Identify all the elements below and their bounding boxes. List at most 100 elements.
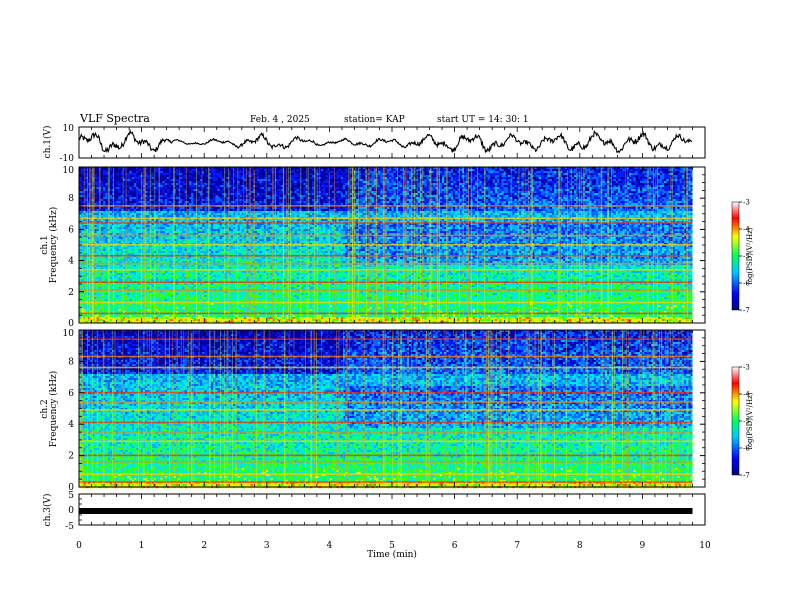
spectrogram-cell: [138, 261, 141, 264]
spectrogram-cell: [217, 169, 220, 172]
spectrogram-cell: [134, 309, 137, 312]
spectrogram-cell: [85, 315, 88, 318]
spectrogram-cell: [98, 321, 102, 324]
spectrogram-cell: [186, 285, 190, 288]
spectrogram-cell: [191, 185, 194, 188]
spectrogram-cell: [109, 175, 113, 178]
spectrogram-cell: [112, 303, 115, 306]
spectrogram-cell: [92, 169, 95, 172]
spectrogram-cell: [164, 239, 168, 242]
spectrogram-cell: [92, 207, 95, 210]
spectrogram-cell: [131, 307, 135, 310]
spectrogram-cell: [138, 241, 141, 244]
spectrogram-cell: [125, 173, 128, 176]
spectrogram-cell: [112, 311, 115, 314]
spectrogram-cell: [114, 177, 117, 180]
spectrogram-cell: [105, 239, 108, 242]
spectrogram-cell: [215, 225, 218, 228]
spectrogram-cell: [129, 211, 132, 214]
spectrogram-cell: [134, 199, 137, 202]
spectrogram-cell: [202, 315, 205, 318]
spectrogram-cell: [140, 171, 143, 174]
spectrogram-cell: [197, 239, 201, 242]
spectrogram-cell: [134, 195, 137, 198]
spectrogram-cell: [186, 259, 190, 262]
spectrogram-cell: [134, 273, 137, 276]
spectrogram-cell: [125, 295, 128, 298]
spectrogram-cell: [114, 279, 117, 282]
spectrogram-cell: [180, 247, 183, 250]
spectrogram-cell: [180, 303, 183, 306]
spectrogram-cell: [193, 215, 196, 218]
spectrogram-cell: [162, 247, 165, 250]
spectrogram-cell: [87, 317, 91, 320]
spectrogram-cell: [107, 311, 110, 314]
spectrogram-cell: [213, 241, 216, 244]
spectrogram-cell: [85, 179, 88, 182]
spectrogram-cell: [147, 317, 150, 320]
spectrogram-cell: [189, 185, 192, 188]
spectrogram-cell: [90, 213, 93, 216]
spectrogram-cell: [134, 253, 137, 256]
spectrogram-cell: [180, 251, 183, 254]
spectrogram-cell: [182, 293, 185, 296]
spectrogram-cell: [81, 265, 84, 268]
spectrogram-cell: [112, 321, 115, 324]
spectrogram-cell: [79, 253, 82, 256]
spectrogram-cell: [96, 287, 99, 290]
spectrogram-cell: [118, 187, 121, 190]
spectrogram-cell: [127, 305, 130, 308]
spectrogram-cell: [136, 285, 139, 288]
spectrogram-cell: [85, 257, 88, 260]
spectrogram-cell: [120, 203, 124, 206]
spectrogram-cell: [138, 321, 141, 324]
spectrogram-cell: [125, 191, 128, 194]
spectrogram-cell: [186, 283, 190, 286]
spectrogram-cell: [191, 251, 194, 254]
spectrogram-cell: [127, 311, 130, 314]
spectrogram-cell: [114, 185, 117, 188]
spectrogram-cell: [114, 321, 117, 324]
spectrogram-cell: [140, 305, 143, 308]
spectrogram-cell: [202, 211, 205, 214]
spectrogram-cell: [79, 319, 82, 322]
spectrogram-cell: [96, 285, 99, 288]
spectrogram-cell: [147, 253, 150, 256]
spectrogram-cell: [114, 183, 117, 186]
spectrogram-cell: [175, 259, 179, 262]
spectrogram-cell: [204, 257, 207, 260]
spectrogram-cell: [112, 291, 115, 294]
spectrogram-cell: [83, 297, 86, 300]
spectrogram-cell: [191, 237, 194, 240]
spectrogram-cell: [112, 297, 115, 300]
spectrogram-cell: [114, 193, 117, 196]
spectrogram-cell: [120, 187, 124, 190]
spectrogram-cell: [193, 239, 196, 242]
spectrogram-cell: [189, 237, 192, 240]
spectrogram-cell: [131, 247, 135, 250]
spectrogram-cell: [186, 251, 190, 254]
spectrogram-cell: [83, 321, 86, 324]
spectrogram-cell: [138, 257, 141, 260]
spectrogram-cell: [131, 303, 135, 306]
spectrogram-cell: [96, 227, 99, 230]
spectrogram-cell: [197, 251, 201, 254]
spectrogram-cell: [147, 285, 150, 288]
spectrogram-cell: [83, 167, 86, 170]
spectrogram-cell: [90, 175, 93, 178]
spectrogram-cell: [79, 311, 82, 314]
spectrogram-cell: [164, 259, 168, 262]
spectrogram-cell: [193, 237, 196, 240]
spectrogram-cell: [109, 273, 113, 276]
spectrogram-cell: [160, 175, 163, 178]
spectrogram-cell: [191, 193, 194, 196]
spectrogram-cell: [123, 181, 126, 184]
spectrogram-cell: [156, 253, 159, 256]
spectrogram-cell: [189, 195, 192, 198]
spectrogram-cell: [175, 303, 179, 306]
spectrogram-cell: [142, 191, 146, 194]
spectrogram-cell: [167, 247, 170, 250]
spectrogram-cell: [147, 231, 150, 234]
spectrogram-cell: [83, 171, 86, 174]
spectrogram-cell: [136, 171, 139, 174]
